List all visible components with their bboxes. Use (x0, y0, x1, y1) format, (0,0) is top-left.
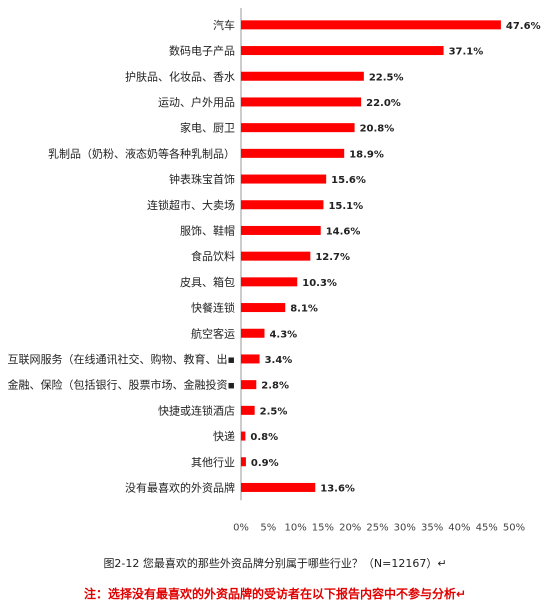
bar (241, 71, 364, 81)
x-tick-label: 0% (233, 522, 249, 533)
data-label: 10.3% (302, 278, 337, 289)
data-label: 37.1% (449, 47, 484, 58)
x-tick-label: 35% (421, 522, 443, 533)
bar (241, 457, 246, 467)
bar (241, 354, 260, 364)
bar (241, 277, 298, 287)
bar (241, 380, 257, 390)
data-label: 2.8% (261, 381, 289, 392)
bar (241, 46, 444, 56)
bar (241, 303, 286, 313)
data-label: 8.1% (290, 304, 318, 315)
analysis-note: 注：选择没有最喜欢的外资品牌的受访者在以下报告内容中不参与分析↵ (83, 587, 467, 601)
x-tick-label: 45% (476, 522, 498, 533)
data-label: 13.6% (320, 483, 355, 494)
category-label: 服饰、鞋帽 (180, 223, 235, 237)
data-label: 0.9% (251, 458, 279, 469)
x-tick-label: 10% (284, 522, 306, 533)
data-label: 12.7% (315, 252, 350, 263)
category-label: 其他行业 (191, 456, 235, 469)
bar (241, 200, 324, 210)
category-label: 互联网服务（在线通讯社交、购物、教育、出▪ (8, 352, 235, 366)
x-tick-label: 20% (339, 522, 361, 533)
x-tick-label: 15% (312, 522, 334, 533)
x-tick-label: 5% (260, 522, 276, 533)
bar (241, 20, 501, 30)
bar (241, 123, 355, 133)
data-label: 0.8% (250, 432, 278, 443)
bar (241, 482, 316, 492)
data-label: 15.1% (328, 201, 363, 212)
category-label: 数码电子产品 (169, 44, 235, 58)
category-label: 汽车 (213, 18, 235, 32)
bar (241, 405, 255, 415)
x-tick-label: 30% (394, 522, 416, 533)
category-label: 运动、户外用品 (158, 95, 235, 109)
category-label: 金融、保险（包括银行、股票市场、金融投资▪ (8, 378, 235, 392)
bar (241, 97, 362, 107)
bar (241, 328, 265, 338)
bar (241, 148, 345, 158)
x-tick-label: 25% (366, 522, 388, 533)
category-label: 连锁超市、大卖场 (147, 198, 235, 212)
category-label: 皮具、箱包 (180, 275, 235, 289)
category-label: 乳制品（奶粉、液态奶等各种乳制品） (48, 146, 235, 160)
data-label: 2.5% (260, 406, 288, 417)
category-label: 航空客运 (191, 326, 235, 340)
category-label: 快捷或连锁酒店 (158, 403, 235, 417)
x-tick-label: 40% (448, 522, 470, 533)
category-label: 钟表珠宝首饰 (169, 172, 235, 186)
data-label: 4.3% (269, 329, 297, 340)
data-label: 3.4% (265, 355, 293, 366)
category-label: 护肤品、化妆品、香水 (125, 69, 235, 83)
data-label: 14.6% (326, 226, 361, 237)
data-label: 15.6% (331, 175, 366, 186)
data-label: 20.8% (360, 124, 395, 135)
data-label: 47.6% (506, 21, 541, 32)
x-tick-label: 50% (503, 522, 525, 533)
category-label: 快餐连锁 (191, 301, 235, 315)
bar (241, 431, 246, 441)
data-label: 22.0% (366, 98, 401, 109)
bar (241, 225, 321, 235)
category-label: 食品饮料 (191, 249, 235, 263)
category-label: 快递 (213, 429, 235, 443)
bar (241, 251, 311, 261)
category-label: 家电、厨卫 (180, 121, 235, 135)
bar (241, 174, 327, 184)
data-label: 22.5% (369, 72, 404, 83)
data-label: 18.9% (349, 149, 384, 160)
bar-chart: 汽车 47.6% 数码电子产品 37.1% 护肤品、化妆品、香水 22.5% 运动、户外用品… (8, 8, 541, 533)
figure-caption: 图2-12 您最喜欢的那些外资品牌分别属于哪些行业？（N=12167）↵ (103, 557, 447, 570)
category-label: 没有最喜欢的外资品牌 (125, 480, 235, 494)
